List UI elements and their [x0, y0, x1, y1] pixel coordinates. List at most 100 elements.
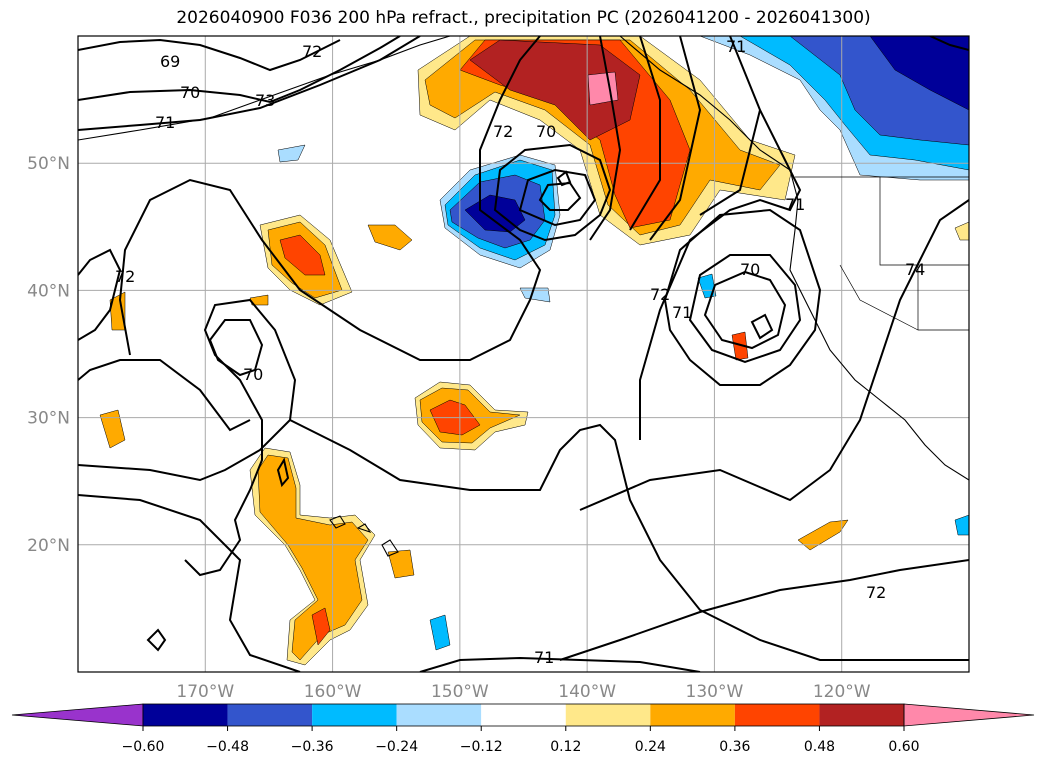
colorbar-segment [396, 704, 482, 726]
colorbar: −0.60 −0.48 −0.36 −0.24 −0.12 0.12 0.24 0.36 0.4… [11, 703, 1035, 755]
coast-bc-us [619, 36, 969, 481]
precip-anomaly-fill [99, 36, 969, 666]
colorbar-tick-label: 0.36 [719, 739, 750, 755]
contour-70-west [208, 319, 264, 377]
contour-label: 72 [302, 42, 322, 61]
x-tick-label: 140°W [558, 682, 616, 702]
anomaly-hawaii-east [387, 549, 415, 579]
contour-70-north [78, 36, 401, 104]
anomaly-small-3 [367, 224, 413, 251]
contour-label: 71 [155, 113, 175, 132]
colorbar-tick-label: 0.12 [550, 739, 581, 755]
contour-label: 70 [180, 83, 200, 102]
colorbar-segment [565, 704, 651, 726]
anomaly-hawaii-core [311, 607, 331, 646]
y-tick-label: 50°N [27, 154, 70, 174]
contour-72-loop [518, 168, 597, 227]
contour-right-edge [929, 36, 969, 51]
contour-72-east-wide [579, 199, 969, 511]
contour-label: 71 [785, 195, 805, 214]
contour-71-north [78, 36, 421, 131]
contour-71-east [688, 254, 802, 364]
colorbar-segment [312, 704, 397, 726]
colorbar-tick-label: 0.48 [804, 739, 835, 755]
anomaly-small-10 [954, 514, 969, 536]
anomaly-small-1 [99, 409, 126, 449]
contour-70-small [556, 170, 572, 187]
contour-label: 72 [493, 122, 513, 141]
contour-label: 71 [726, 37, 746, 56]
colorbar-tick-label: −0.60 [122, 739, 165, 755]
y-tick-label: 20°N [27, 536, 70, 556]
colorbar-segment [650, 704, 735, 726]
colorbar-tick-label: 0.60 [888, 739, 919, 755]
x-tick-label: 150°W [431, 682, 489, 702]
contour-circle-small [146, 628, 167, 652]
colorbar-segment [734, 704, 820, 726]
contour-labels: 69 70 71 72 73 74 70 71 72 70 70 71 72 7… [115, 37, 925, 667]
refractivity-contours [78, 36, 969, 672]
anomaly-small-8 [519, 287, 551, 303]
colorbar-segment [481, 704, 566, 726]
y-axis-ticks: 50°N 40°N 30°N 20°N [27, 154, 70, 556]
contour-72-east [663, 208, 822, 386]
x-axis-ticks: 170°W 160°W 150°W 140°W 130°W 120°W [176, 682, 870, 702]
anomaly-canada-core [869, 36, 969, 111]
anomaly-gulf-alaska-peak [587, 71, 619, 106]
contour-label: 69 [160, 52, 180, 71]
colorbar-tick-label: −0.48 [206, 739, 249, 755]
contour-mid-south [78, 359, 251, 432]
y-tick-label: 30°N [27, 409, 70, 429]
y-tick-label: 40°N [27, 281, 70, 301]
contour-69 [78, 38, 341, 72]
anomaly-small-5 [797, 519, 849, 551]
contour-south-east [559, 559, 969, 661]
contour-label: 71 [534, 648, 554, 667]
anomaly-small-9 [954, 221, 969, 241]
colorbar-extend-low [11, 703, 144, 727]
map-area: 69 70 71 72 73 74 70 71 72 70 70 71 72 7… [78, 36, 969, 672]
contour-73-loop [538, 181, 582, 211]
contour-hawaii-loop [276, 457, 290, 488]
anomaly-small-7 [429, 614, 451, 651]
anomaly-small-4 [731, 331, 749, 361]
coast-alaska [78, 36, 451, 141]
colorbar-segment [143, 704, 228, 726]
contour-71-east-wide [639, 109, 802, 440]
colorbar-tick-label: −0.36 [291, 739, 334, 755]
coast-hawaii [329, 515, 399, 557]
x-tick-label: 130°W [686, 682, 744, 702]
contour-label: 72 [866, 583, 886, 602]
contour-lower-mid [289, 419, 969, 661]
state-borders [795, 176, 969, 331]
contour-71-bottom [419, 656, 701, 672]
contour-70-east [703, 270, 787, 350]
colorbar-tick-label: −0.12 [460, 739, 503, 755]
x-tick-label: 120°W [813, 682, 871, 702]
colorbar-segment [227, 704, 313, 726]
contour-label: 74 [905, 260, 925, 279]
contour-71-loop [493, 143, 612, 242]
contour-label: 71 [672, 303, 692, 322]
colorbar-extend-high [903, 703, 1035, 727]
contour-label: 70 [536, 122, 556, 141]
contour-72-south [78, 494, 301, 672]
contour-72-jet [118, 36, 542, 361]
contour-label: 72 [115, 267, 135, 286]
contour-71-south [78, 298, 297, 577]
anomaly-hawaii-mid [257, 454, 369, 661]
contour-east-1 [589, 36, 622, 241]
anomaly-small-11 [277, 144, 306, 163]
map-frame [77, 35, 970, 673]
anomaly-small-6 [697, 273, 717, 299]
x-tick-label: 170°W [176, 682, 234, 702]
coastline [78, 36, 969, 557]
contour-label: 70 [740, 260, 760, 279]
colorbar-frame [142, 703, 905, 727]
contour-label: 72 [650, 285, 670, 304]
contour-72-west-loop [78, 248, 122, 341]
contour-69-east [750, 313, 774, 340]
contour-east-2 [629, 36, 661, 231]
colorbar-tick-label: −0.24 [375, 739, 418, 755]
